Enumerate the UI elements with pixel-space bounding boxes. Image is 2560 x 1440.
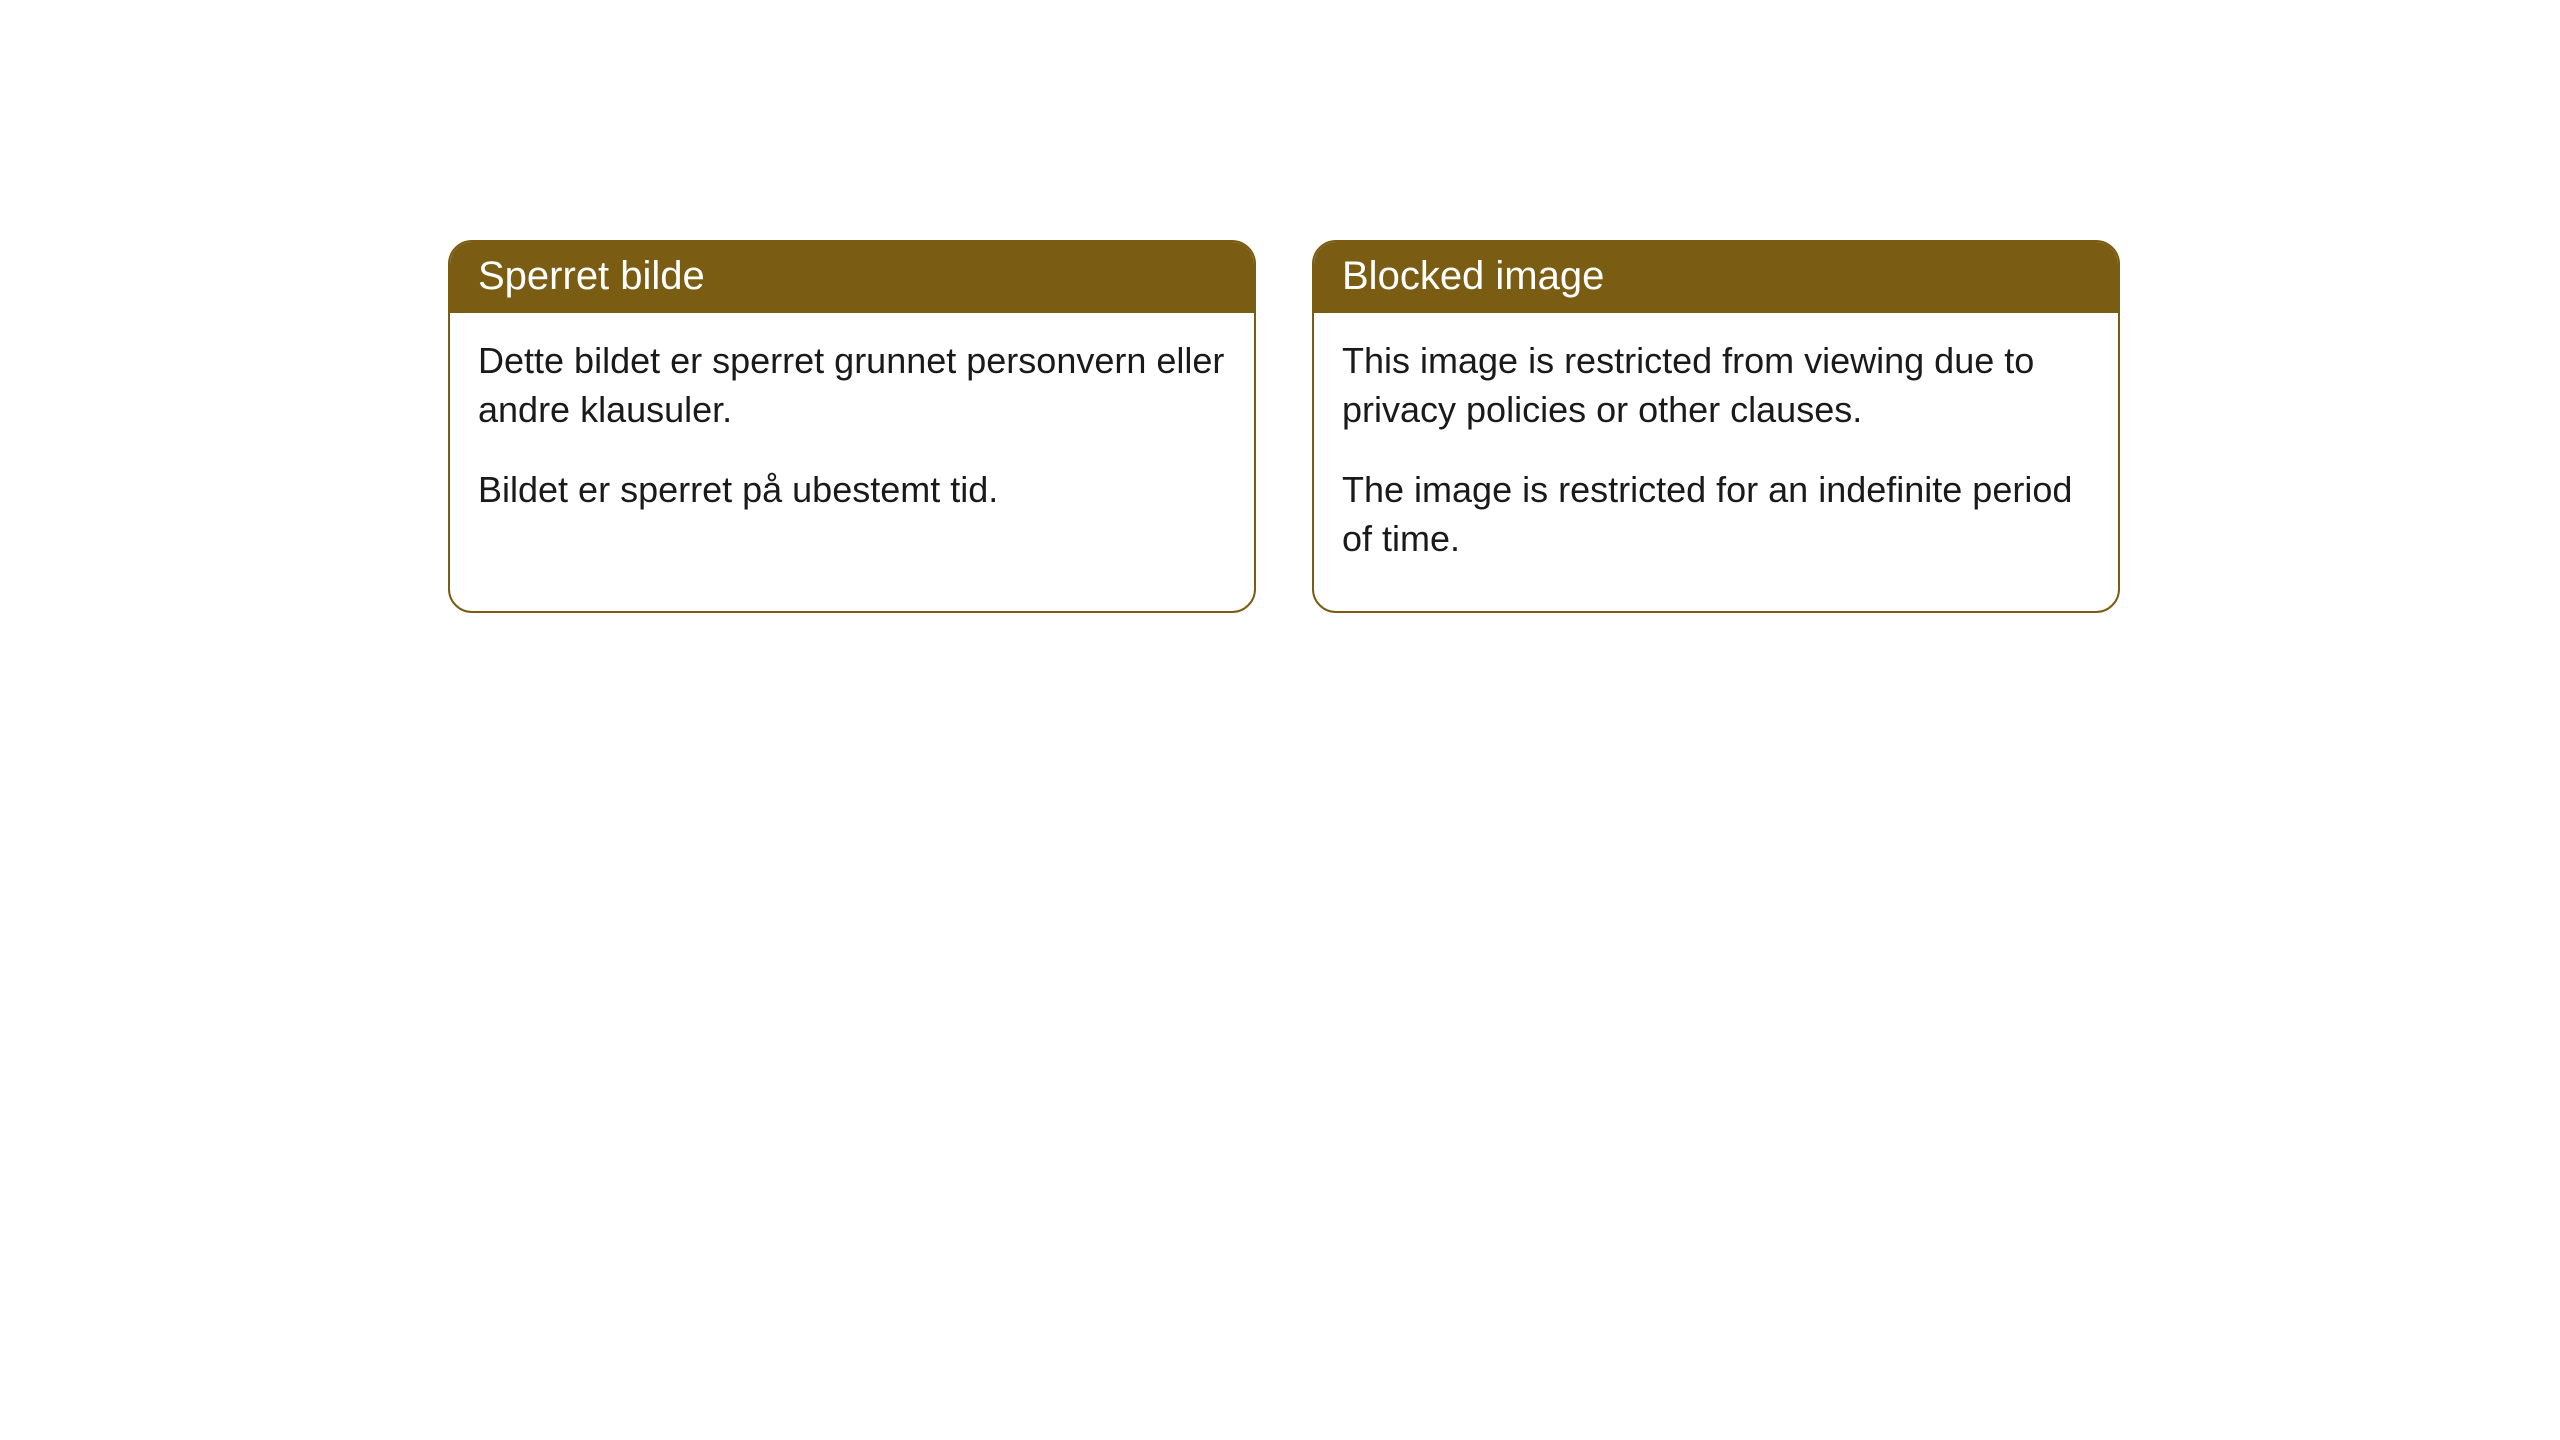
notice-card-norwegian: Sperret bilde Dette bildet er sperret gr… [448, 240, 1256, 613]
card-header: Blocked image [1314, 242, 2118, 313]
card-para-1: Dette bildet er sperret grunnet personve… [478, 337, 1226, 434]
card-header: Sperret bilde [450, 242, 1254, 313]
cards-container: Sperret bilde Dette bildet er sperret gr… [0, 0, 2560, 613]
card-para-2: Bildet er sperret på ubestemt tid. [478, 466, 1226, 515]
notice-card-english: Blocked image This image is restricted f… [1312, 240, 2120, 613]
card-para-1: This image is restricted from viewing du… [1342, 337, 2090, 434]
card-body: Dette bildet er sperret grunnet personve… [450, 313, 1254, 563]
card-body: This image is restricted from viewing du… [1314, 313, 2118, 611]
card-title: Blocked image [1342, 254, 1604, 298]
card-para-2: The image is restricted for an indefinit… [1342, 466, 2090, 563]
card-title: Sperret bilde [478, 254, 705, 298]
